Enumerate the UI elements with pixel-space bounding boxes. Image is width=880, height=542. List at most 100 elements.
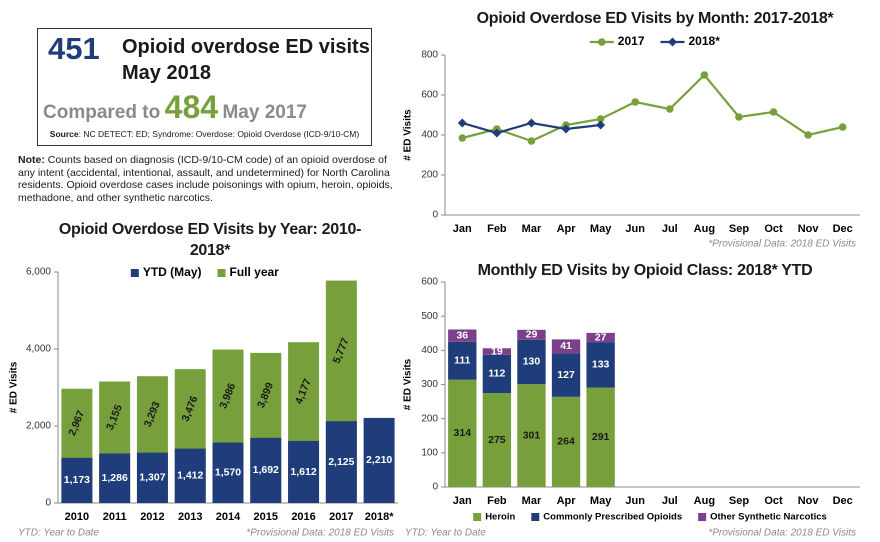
marker [700, 71, 709, 79]
x-tick-label: Oct [764, 223, 783, 235]
line [462, 73, 843, 143]
y-tick-label: 0 [45, 498, 51, 509]
bar [448, 329, 477, 342]
legend-label: Commonly Prescribed Opioids [543, 512, 682, 523]
x-tick-label: 2017 [329, 511, 353, 523]
y-tick-label: 500 [421, 311, 438, 322]
marker [665, 105, 674, 113]
data-label: 291 [592, 431, 610, 443]
y-tick-label: 200 [421, 413, 438, 424]
bar [363, 417, 395, 503]
bar [136, 452, 168, 503]
footnote: YTD: Year to Date [405, 528, 486, 539]
data-label: 112 [488, 368, 505, 380]
y-tick-label: 400 [421, 130, 438, 141]
bar [61, 457, 93, 503]
marker [596, 115, 605, 123]
x-tick-label: Sep [729, 223, 749, 235]
x-tick-label: May [590, 495, 612, 507]
bar [250, 437, 282, 503]
y-tick-label: 600 [421, 277, 438, 288]
y-tick-label: 300 [421, 379, 438, 390]
x-tick-label: 2018* [365, 511, 394, 523]
data-label: 130 [523, 356, 541, 368]
bar [448, 379, 477, 487]
data-label: 19 [491, 345, 503, 357]
data-label: 41 [560, 340, 572, 352]
data-label: 36 [456, 329, 468, 341]
bar [325, 421, 357, 503]
bar [551, 339, 581, 354]
x-tick-label: Jan [453, 223, 472, 235]
marker [735, 113, 743, 121]
legend-swatch [473, 513, 482, 521]
y-tick-label: 600 [421, 90, 438, 101]
y-tick-label: 400 [421, 345, 438, 356]
legend-label: 2017 [618, 34, 645, 48]
data-label: 1,412 [177, 470, 203, 482]
legend-label: YTD (May) [143, 265, 202, 279]
x-tick-label: 2016 [291, 511, 315, 523]
x-tick-label: Apr [557, 223, 577, 235]
source-text: : NC DETECT: ED; Syndrome: Overdose: Opi… [78, 129, 360, 139]
y-tick-label: 2,000 [26, 421, 51, 432]
x-tick-label: Feb [487, 495, 507, 507]
marker [561, 124, 571, 134]
bar [586, 332, 615, 343]
footnote: YTD: Year to Date [18, 528, 99, 539]
footnote: *Provisional Data: 2018 ED Visits [708, 528, 856, 539]
legend: 2017 2018* [589, 34, 720, 48]
x-tick-label: 2012 [140, 511, 164, 523]
bar [288, 440, 320, 503]
note-label: Note: [18, 154, 45, 166]
data-label: 27 [595, 331, 607, 343]
x-tick-label: 2010 [65, 511, 89, 523]
marker [458, 134, 467, 142]
x-tick-label: Dec [833, 223, 853, 235]
x-tick-label: Jan [453, 495, 472, 507]
marker [457, 118, 467, 128]
bar [482, 354, 512, 394]
prior-count: 484 [164, 89, 219, 125]
source-label: Source [49, 129, 79, 139]
bar [482, 348, 512, 355]
count: 451 [48, 31, 100, 66]
legend-swatch [698, 513, 707, 521]
compared-label: Compared to [43, 102, 161, 123]
data-label: 111 [454, 355, 471, 367]
legend-label: Other Synthetic Narcotics [710, 512, 827, 523]
x-tick-label: Nov [798, 495, 820, 507]
legend-swatch [531, 513, 540, 521]
bar [517, 329, 546, 340]
x-tick-label: May [590, 223, 612, 235]
data-label: 301 [523, 429, 541, 441]
y-axis-label: # ED Visits [403, 358, 414, 410]
data-label: 264 [557, 436, 575, 448]
y-tick-label: 6,000 [26, 267, 51, 278]
chart-title: Monthly ED Visits by Opioid Class: 2018*… [477, 262, 813, 279]
data-label: 2,125 [328, 456, 354, 468]
x-tick-label: Aug [694, 495, 715, 507]
x-tick-label: 2013 [178, 511, 202, 523]
legend-swatch [130, 269, 139, 277]
marker [804, 131, 812, 139]
bar [99, 453, 131, 503]
note-text: Counts based on diagnosis (ICD-9/10-CM c… [18, 154, 393, 204]
marker [527, 137, 536, 145]
chart-title: Opioid Overdose ED Visits by Month: 2017… [476, 10, 834, 27]
legend-label: Heroin [485, 512, 515, 523]
note: Note: Counts based on diagnosis (ICD-9/1… [18, 154, 400, 204]
footnote: *Provisional Data: 2018 ED Visits [708, 239, 856, 250]
data-label: 1,692 [253, 464, 279, 476]
data-label: 29 [526, 329, 538, 341]
y-tick-label: 100 [421, 447, 438, 458]
headline: Opioid overdose ED visits [122, 36, 370, 58]
legend-label: Full year [229, 265, 279, 279]
x-tick-label: Aug [694, 223, 715, 235]
marker [838, 123, 847, 131]
data-label: 1,286 [102, 472, 128, 484]
y-axis-label: # ED Visits [403, 109, 414, 161]
x-tick-label: 2011 [103, 511, 127, 523]
legend: YTD (May) Full year [130, 265, 279, 279]
